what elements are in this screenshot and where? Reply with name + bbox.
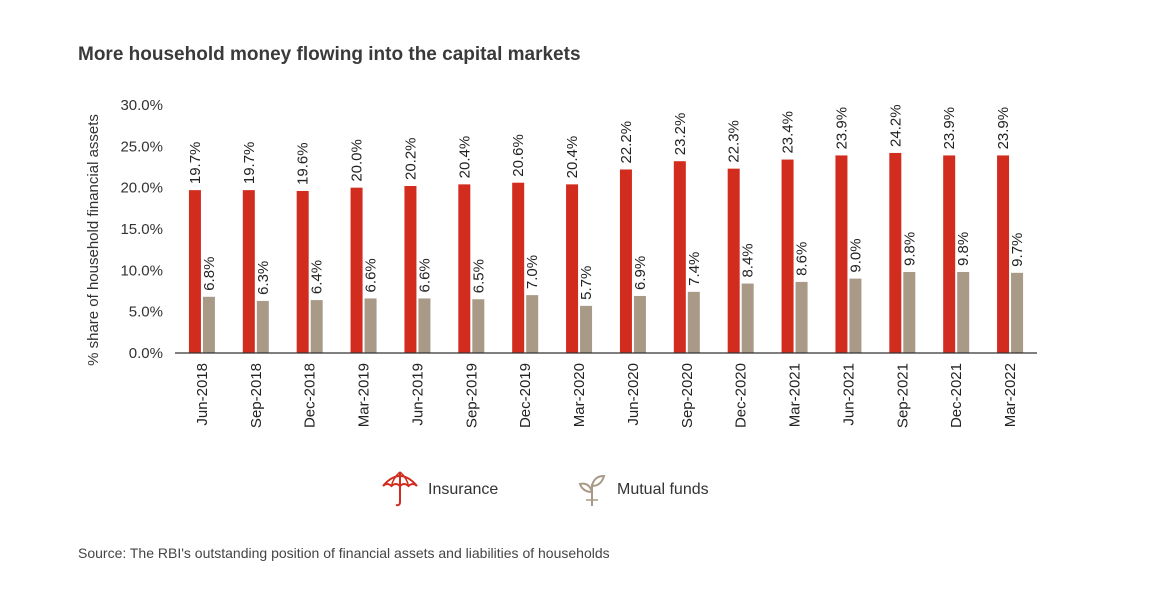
- mutual-funds-bar: [202, 296, 215, 353]
- insurance-bar: [404, 186, 417, 353]
- insurance-data-label: 23.9%: [833, 107, 850, 150]
- insurance-data-label: 23.2%: [672, 113, 689, 156]
- mutual-funds-data-label: 6.4%: [309, 260, 326, 294]
- mutual-funds-bar: [795, 281, 808, 353]
- mutual-funds-data-label: 7.0%: [524, 255, 541, 289]
- insurance-data-label: 23.9%: [995, 107, 1012, 150]
- y-tick-label: 20.0%: [120, 180, 163, 197]
- insurance-data-label: 23.4%: [780, 111, 797, 154]
- x-tick-label: Sep-2018: [248, 363, 265, 428]
- mutual-funds-bar: [957, 271, 970, 353]
- x-tick-label: Dec-2019: [517, 363, 534, 428]
- mutual-funds-data-label: 6.9%: [632, 256, 649, 290]
- y-tick-label: 30.0%: [120, 97, 163, 114]
- mutual-funds-data-label: 8.4%: [740, 243, 757, 277]
- y-axis-label: % share of household financial assets: [85, 114, 102, 366]
- mutual-funds-data-label: 9.8%: [901, 232, 918, 266]
- insurance-bar: [296, 190, 309, 353]
- legend-insurance: Insurance: [380, 470, 498, 510]
- mutual-funds-bar: [849, 278, 862, 353]
- insurance-bar: [673, 161, 686, 353]
- mutual-funds-bar: [633, 295, 646, 353]
- insurance-bar: [566, 184, 579, 353]
- insurance-bar: [781, 159, 794, 353]
- y-tick-label: 10.0%: [120, 262, 163, 279]
- insurance-data-label: 20.6%: [510, 134, 527, 177]
- y-tick-label: 25.0%: [120, 138, 163, 155]
- mutual-funds-bar: [472, 299, 485, 353]
- insurance-data-label: 20.0%: [349, 139, 366, 182]
- x-tick-label: Jun-2018: [194, 363, 211, 426]
- mutual-funds-data-label: 6.5%: [470, 259, 487, 293]
- mutual-funds-bar: [687, 291, 700, 353]
- x-tick-label: Dec-2020: [733, 363, 750, 428]
- x-tick-label: Jun-2019: [409, 363, 426, 426]
- mutual-funds-bar: [741, 283, 754, 353]
- insurance-data-label: 23.9%: [941, 107, 958, 150]
- source-note: Source: The RBI's outstanding position o…: [78, 545, 610, 561]
- insurance-bar: [943, 155, 956, 353]
- legend-mutual-funds: Mutual funds: [575, 470, 709, 510]
- insurance-bar: [458, 184, 471, 353]
- chart-title: More household money flowing into the ca…: [78, 44, 581, 65]
- mutual-funds-bar: [364, 298, 377, 353]
- insurance-data-label: 19.7%: [187, 142, 204, 185]
- mutual-funds-data-label: 6.3%: [255, 261, 272, 295]
- insurance-data-label: 24.2%: [887, 104, 904, 147]
- mutual-funds-data-label: 9.8%: [955, 232, 972, 266]
- insurance-bar: [512, 182, 525, 353]
- insurance-bar: [997, 155, 1010, 353]
- x-tick-label: Jun-2020: [625, 363, 642, 426]
- legend-insurance-label: Insurance: [428, 481, 499, 498]
- x-tick-label: Mar-2021: [787, 363, 804, 427]
- mutual-funds-data-label: 8.6%: [794, 242, 811, 276]
- x-tick-label: Mar-2020: [571, 363, 588, 427]
- mutual-funds-data-label: 6.6%: [363, 258, 380, 292]
- x-tick-label: Jun-2021: [840, 363, 857, 426]
- x-tick-label: Mar-2022: [1002, 363, 1019, 427]
- x-tick-label: Dec-2018: [302, 363, 319, 428]
- mutual-funds-bar: [526, 295, 539, 353]
- x-tick-label: Sep-2019: [463, 363, 480, 428]
- mutual-funds-data-label: 7.4%: [686, 252, 703, 286]
- mutual-funds-data-label: 6.8%: [201, 257, 218, 291]
- insurance-bar: [889, 152, 902, 353]
- mutual-funds-bar: [903, 271, 916, 353]
- mutual-funds-data-label: 9.7%: [1009, 233, 1026, 267]
- insurance-data-label: 22.3%: [726, 120, 743, 163]
- mutual-funds-bar: [580, 305, 593, 353]
- umbrella-icon: [380, 468, 420, 513]
- mutual-funds-data-label: 5.7%: [578, 266, 595, 300]
- insurance-bar: [619, 169, 632, 353]
- y-tick-label: 0.0%: [129, 345, 163, 362]
- mutual-funds-bar: [1011, 272, 1024, 353]
- insurance-data-label: 20.4%: [456, 136, 473, 179]
- insurance-data-label: 22.2%: [618, 121, 635, 164]
- x-tick-label: Sep-2021: [894, 363, 911, 428]
- legend-mutual-funds-label: Mutual funds: [617, 481, 709, 498]
- insurance-data-label: 20.2%: [402, 137, 419, 180]
- x-tick-label: Mar-2019: [356, 363, 373, 427]
- y-tick-label: 5.0%: [129, 304, 163, 321]
- mutual-funds-bar: [310, 300, 323, 353]
- insurance-bar: [350, 187, 363, 353]
- insurance-data-label: 19.6%: [295, 142, 312, 185]
- insurance-bar: [727, 168, 740, 353]
- insurance-data-label: 19.7%: [241, 142, 258, 185]
- insurance-bar: [188, 190, 201, 353]
- mutual-funds-bar: [418, 298, 431, 353]
- mutual-funds-data-label: 6.6%: [416, 258, 433, 292]
- y-tick-label: 15.0%: [120, 221, 163, 238]
- x-tick-label: Dec-2021: [948, 363, 965, 428]
- insurance-bar: [835, 155, 848, 353]
- insurance-bar: [242, 190, 255, 353]
- insurance-data-label: 20.4%: [564, 136, 581, 179]
- mutual-funds-data-label: 9.0%: [847, 238, 864, 272]
- mutual-funds-bar: [256, 300, 269, 353]
- x-tick-label: Sep-2020: [679, 363, 696, 428]
- sprout-icon: [575, 468, 609, 513]
